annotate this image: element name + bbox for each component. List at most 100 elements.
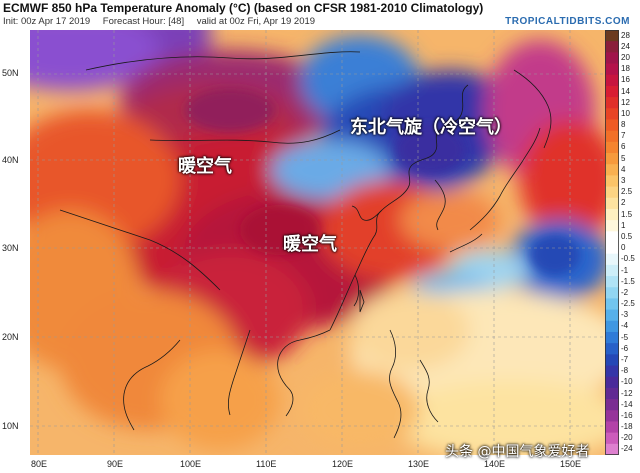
warm-air-annotation: 暖空气 <box>283 234 337 255</box>
colorbar-swatch <box>605 175 619 188</box>
colorbar-tick-label: 1 <box>621 220 626 230</box>
warm-air-annotation: 暖空气 <box>178 156 232 177</box>
lon-label: 130E <box>408 459 430 469</box>
lon-label: 120E <box>332 459 354 469</box>
colorbar-tick-label: 3 <box>621 176 626 185</box>
colorbar-tick-label: 1.5 <box>621 209 633 219</box>
watermark: 头条 @中国气象爱好者 <box>445 444 590 460</box>
colorbar-tick-label: -1 <box>621 265 629 275</box>
colorbar-swatch <box>605 41 619 53</box>
colorbar-swatch <box>605 164 619 176</box>
colorbar-tick-label: 10 <box>621 108 630 118</box>
forecast-hour: Forecast Hour: [48] <box>102 16 185 27</box>
colorbar-swatch <box>605 141 619 154</box>
temperature-anomaly-map <box>30 30 605 455</box>
colorbar-scale <box>605 30 619 455</box>
colorbar-swatch <box>605 443 619 455</box>
map-subtitle: Init: 00z Apr 17 2019 Forecast Hour: [48… <box>3 16 325 27</box>
colorbar-tick-label: 28 <box>621 30 630 40</box>
colorbar-swatch <box>605 343 619 355</box>
colorbar-tick-label: 0.5 <box>621 231 633 241</box>
colorbar-swatch <box>605 74 619 87</box>
colorbar-tick-label: -18 <box>621 422 633 431</box>
lat-label: 10N <box>2 421 19 431</box>
colorbar-swatch <box>605 85 619 98</box>
colorbar-swatch <box>605 410 619 422</box>
colorbar-tick-label: 7 <box>621 131 626 141</box>
lat-label: 20N <box>2 332 19 342</box>
colorbar-tick-label: 8 <box>621 120 626 130</box>
colorbar-swatch <box>605 52 619 65</box>
lat-label: 30N <box>2 243 19 253</box>
lon-label: 90E <box>107 459 124 469</box>
colorbar-swatch <box>605 387 619 400</box>
lat-label: 50N <box>2 68 19 78</box>
coastlines <box>59 51 552 439</box>
colorbar-tick-label: 18 <box>621 64 630 74</box>
colorbar-swatch <box>605 320 619 333</box>
colorbar-swatch <box>605 376 619 389</box>
colorbar-swatch <box>605 365 619 378</box>
colorbar-swatch <box>605 130 619 143</box>
colorbar-tick-label: -16 <box>621 410 633 420</box>
header: ECMWF 850 hPa Temperature Anomaly (°C) (… <box>0 0 640 30</box>
colorbar-tick-label: -4 <box>621 321 629 331</box>
colorbar-swatch <box>605 220 619 232</box>
colorbar-swatch <box>605 298 619 311</box>
colorbar-tick-label: 2.5 <box>621 187 633 197</box>
colorbar-swatch <box>605 208 619 221</box>
colorbar-tick-label: -12 <box>621 388 633 398</box>
colorbar-tick-label: 2 <box>621 198 626 208</box>
colorbar-tick-label: -0.5 <box>621 254 635 264</box>
anomaly-detail <box>185 88 580 275</box>
map-canvas <box>30 30 605 455</box>
brand-logo-text[interactable]: TROPICALTIDBITS.COM <box>505 16 630 27</box>
colorbar-tick-label: 5 <box>621 153 626 163</box>
colorbar-tick-label: 0 <box>621 243 626 253</box>
lon-label: 110E <box>256 459 277 469</box>
graticule <box>30 30 605 455</box>
colorbar-tick-label: 20 <box>621 53 630 62</box>
lon-label: 140E <box>484 459 506 469</box>
colorbar-swatch <box>605 242 619 255</box>
colorbar <box>605 30 619 455</box>
colorbar-tick-label: 12 <box>621 97 630 107</box>
colorbar-swatch <box>605 287 619 299</box>
init-time: Init: 00z Apr 17 2019 <box>3 16 91 27</box>
colorbar-swatch <box>605 432 619 445</box>
colorbar-swatch <box>605 253 619 266</box>
lon-label: 80E <box>31 459 48 469</box>
colorbar-tick-label: -7 <box>621 354 629 364</box>
colorbar-tick-label: 14 <box>621 86 630 96</box>
map-title: ECMWF 850 hPa Temperature Anomaly (°C) (… <box>3 1 484 15</box>
colorbar-swatch <box>605 399 619 411</box>
colorbar-tick-label: -14 <box>621 399 633 409</box>
colorbar-swatch <box>605 30 619 42</box>
colorbar-swatch <box>605 421 619 434</box>
colorbar-swatch <box>605 97 619 109</box>
colorbar-swatch <box>605 276 619 288</box>
colorbar-swatch <box>605 63 619 76</box>
colorbar-swatch <box>605 119 619 132</box>
colorbar-tick-label: -6 <box>621 343 629 353</box>
colorbar-tick-label: 4 <box>621 164 626 174</box>
colorbar-swatch <box>605 309 619 322</box>
colorbar-swatch <box>605 197 619 210</box>
colorbar-tick-label: -2 <box>621 287 629 297</box>
valid-time: valid at 00z Fri, Apr 19 2019 <box>196 16 316 27</box>
colorbar-tick-label: 6 <box>621 142 626 152</box>
colorbar-tick-label: -3 <box>621 310 629 320</box>
colorbar-tick-label: -20 <box>621 433 633 443</box>
colorbar-swatch <box>605 153 619 165</box>
cyclone-annotation: 东北气旋（冷空气） <box>350 117 512 138</box>
colorbar-tick-label: 24 <box>621 41 630 51</box>
colorbar-swatch <box>605 354 619 367</box>
lon-label: 100E <box>180 459 202 469</box>
colorbar-swatch <box>605 186 619 199</box>
colorbar-tick-label: 16 <box>621 75 630 85</box>
colorbar-tick-label: -24 <box>621 444 633 454</box>
colorbar-tick-label: -10 <box>621 377 633 387</box>
colorbar-tick-label: -1.5 <box>621 276 635 286</box>
colorbar-swatch <box>605 231 619 243</box>
colorbar-swatch <box>605 331 619 344</box>
